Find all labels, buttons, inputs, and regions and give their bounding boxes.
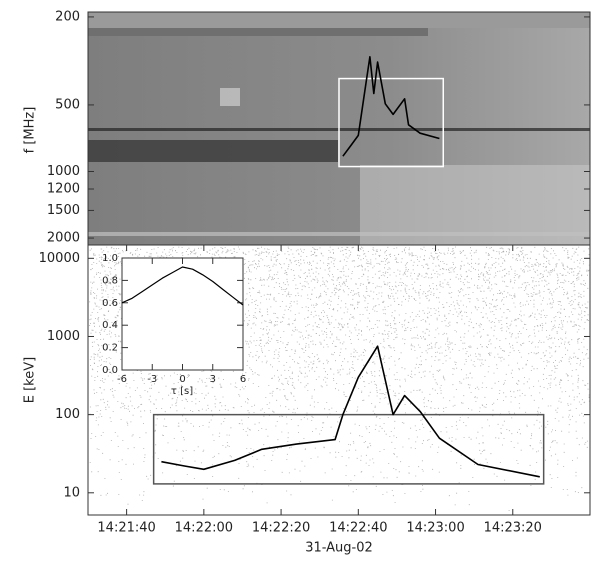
y-tick-label: 0.4 xyxy=(102,320,118,331)
y-tick-label: 200 xyxy=(55,9,80,24)
x-tick-label: 14:22:00 xyxy=(175,521,233,536)
data-line xyxy=(342,56,440,157)
y-tick-label: 2000 xyxy=(47,231,80,246)
x-tick-label: -6 xyxy=(117,374,127,385)
spectrogram-emission xyxy=(220,88,240,106)
spectrogram-emission xyxy=(360,165,590,245)
data-line xyxy=(121,266,244,306)
x-tick-label: 14:21:40 xyxy=(97,521,155,536)
y-tick-label: 0.0 xyxy=(102,365,118,376)
y-tick-label: 10000 xyxy=(39,251,80,266)
y-tick-label: 10 xyxy=(63,485,80,500)
x-tick-label: 14:22:20 xyxy=(252,521,310,536)
highlight-box xyxy=(152,413,545,485)
x-tick-label: 6 xyxy=(240,374,246,385)
panel-frame xyxy=(87,244,591,516)
y-tick-label: 0.8 xyxy=(102,275,118,286)
y-tick-label: 0.6 xyxy=(102,298,118,309)
x-axis-label: 31-Aug-02 xyxy=(305,541,373,556)
highlight-box xyxy=(338,77,445,168)
y-tick-label: 1500 xyxy=(47,203,80,218)
spectrogram-band xyxy=(88,28,428,36)
y-tick-label: 500 xyxy=(55,97,80,112)
y-tick-label: 1000 xyxy=(47,329,80,344)
x-tick-label: 14:22:40 xyxy=(329,521,387,536)
x-tick-label: 3 xyxy=(210,374,216,385)
spectrogram-band xyxy=(88,12,590,28)
y-tick-label: 0.2 xyxy=(102,343,118,354)
inset-frame xyxy=(121,257,244,371)
x-tick-label: 14:23:00 xyxy=(406,521,464,536)
inset-x-label: τ [s] xyxy=(171,386,193,397)
spectrogram-band xyxy=(88,140,338,162)
x-tick-label: -3 xyxy=(147,374,157,385)
y-tick-label: 100 xyxy=(55,407,80,422)
x-tick-label: 14:23:20 xyxy=(484,521,542,536)
y-axis-label: E [keV] xyxy=(23,357,38,403)
y-tick-label: 1200 xyxy=(47,181,80,196)
data-line xyxy=(161,345,540,478)
spectrogram-band xyxy=(88,232,590,236)
y-tick-label: 1000 xyxy=(47,164,80,179)
x-tick-label: 0 xyxy=(179,374,185,385)
y-axis-label: f [MHz] xyxy=(23,107,38,154)
y-tick-label: 1.0 xyxy=(102,253,118,264)
